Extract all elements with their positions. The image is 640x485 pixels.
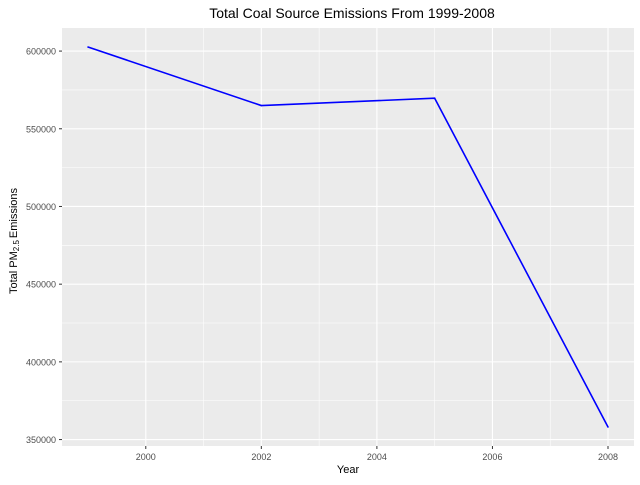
x-tick-label: 2008	[598, 452, 618, 462]
y-tick-label: 500000	[26, 202, 56, 212]
data-point	[260, 104, 263, 107]
y-axis-label-prefix: Total PM	[8, 251, 20, 294]
y-tick-label: 550000	[26, 124, 56, 134]
y-ticks: 350000 400000 450000 500000 550000 600000	[26, 47, 62, 445]
series-line	[87, 46, 609, 428]
data-point	[433, 97, 436, 100]
y-tick-label: 600000	[26, 47, 56, 57]
x-ticks: 2000 2002 2004 2006 2008	[136, 446, 618, 462]
y-axis-label: Total PM2.5 Emissions	[8, 187, 21, 294]
x-axis-label: Year	[337, 464, 360, 476]
plot-panel	[62, 28, 634, 446]
y-axis-label-subscript: 2.5	[12, 240, 21, 252]
series-layer	[87, 46, 609, 428]
y-tick-label: 400000	[26, 357, 56, 367]
chart-title: Total Coal Source Emissions From 1999-20…	[209, 5, 495, 21]
y-tick-label: 350000	[26, 435, 56, 445]
y-axis-label-suffix: Emissions	[8, 187, 20, 238]
x-tick-label: 2006	[482, 452, 502, 462]
x-tick-label: 2002	[251, 452, 271, 462]
x-tick-label: 2000	[136, 452, 156, 462]
y-axis-label-text: Total PM2.5 Emissions	[8, 187, 21, 294]
grid-major	[62, 28, 634, 446]
y-tick-label: 450000	[26, 280, 56, 290]
x-tick-label: 2004	[367, 452, 387, 462]
data-point	[87, 46, 89, 48]
data-point	[607, 426, 609, 428]
